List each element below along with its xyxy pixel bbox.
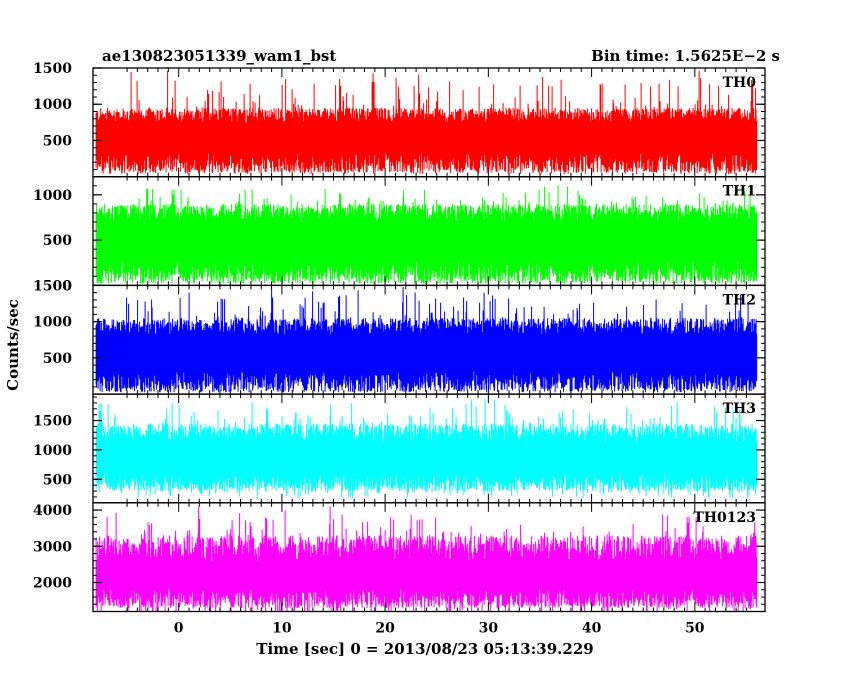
y-tick-label-th2: 1500: [33, 278, 72, 294]
panel-th0123: 2000 3000 4000 TH0123: [33, 502, 766, 613]
y-tick-label-th1: 1000: [33, 188, 72, 204]
series-trace-th2: [95, 287, 758, 393]
x-tick-label: 10: [272, 621, 292, 637]
y-tick-label-th1: 0: [62, 278, 72, 294]
series-trace-th3: [95, 398, 758, 498]
y-tick-label-th0123: 4000: [33, 503, 72, 519]
y-tick-label-th1: 500: [43, 233, 72, 249]
series-trace-th0: [95, 70, 758, 174]
y-tick-label-th2: 1000: [33, 315, 72, 331]
panel-th1: 0 500 1000 TH1: [33, 176, 766, 294]
y-tick-label-th3: 1500: [33, 414, 72, 430]
x-tick-label: 20: [375, 621, 395, 637]
y-tick-label-th2: 500: [43, 351, 72, 367]
panel-frame-th0123: [92, 502, 766, 613]
panel-label-th0: TH0: [723, 75, 757, 91]
x-tick-label: 0: [174, 621, 184, 637]
y-tick-label-th3: 500: [43, 472, 72, 488]
y-tick-label-th0123: 3000: [33, 539, 72, 555]
x-tick-label: 40: [582, 621, 602, 637]
y-tick-label-th0: 1000: [33, 97, 72, 113]
panel-label-th2: TH2: [723, 292, 756, 308]
panel-th3: 500 1000 1500 TH3: [33, 393, 766, 504]
x-axis: 0 10 20 30 40 50: [174, 621, 705, 637]
series-trace-th1: [95, 185, 758, 284]
panel-th0: 500 1000 1500 TH0: [33, 61, 766, 178]
series-trace-th0123: [95, 506, 758, 612]
panel-label-th0123: TH0123: [693, 510, 756, 526]
chart-title-left: ae130823051339_wam1_bst: [102, 47, 336, 65]
panel-th2: 500 1000 1500 TH2: [33, 278, 766, 395]
panel-label-th3: TH3: [723, 401, 756, 417]
x-tick-label: 30: [479, 621, 499, 637]
panel-label-th1: TH1: [723, 184, 756, 200]
y-tick-label-th3: 1000: [33, 443, 72, 459]
y-tick-label-th0123: 2000: [33, 576, 72, 592]
x-tick-label: 50: [685, 621, 705, 637]
chart-title-right: Bin time: 1.5625E−2 s: [591, 47, 780, 65]
y-tick-label-th0: 1500: [33, 61, 72, 77]
y-tick-label-th0: 500: [43, 133, 72, 149]
x-axis-label: Time [sec] 0 = 2013/08/23 05:13:39.229: [256, 640, 593, 658]
y-axis-label: Counts/sec: [4, 299, 22, 391]
